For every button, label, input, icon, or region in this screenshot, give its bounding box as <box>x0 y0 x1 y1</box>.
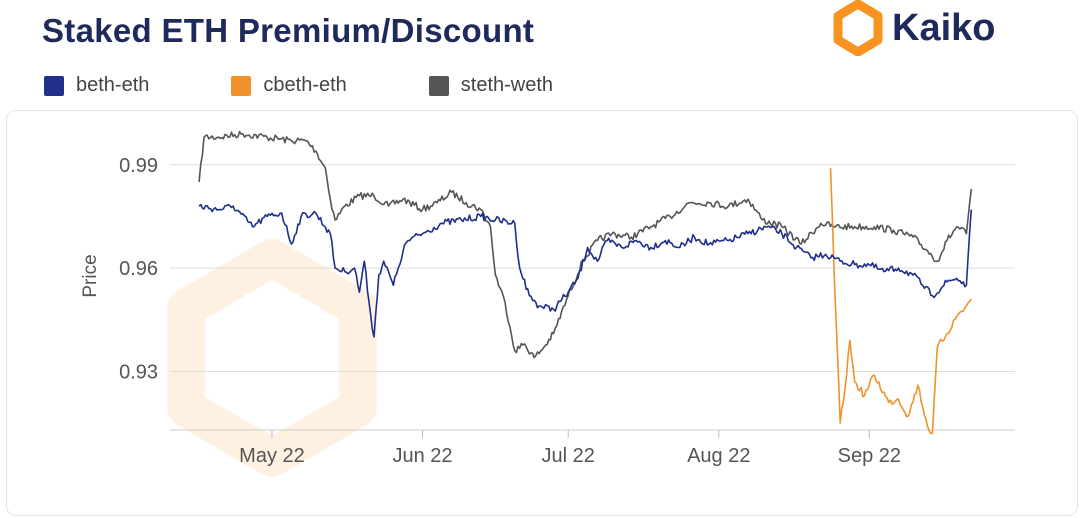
x-tick-label: Sep 22 <box>838 445 901 467</box>
series-line-steth-weth <box>198 130 973 359</box>
legend-item-cbeth-eth[interactable]: cbeth-eth <box>231 74 347 97</box>
legend-item-beth-eth[interactable]: beth-eth <box>44 74 149 97</box>
y-gridlines <box>170 164 1015 431</box>
series-group <box>198 130 973 435</box>
kaiko-watermark-icon <box>167 239 377 477</box>
y-axis-ticks: 0.93 0.96 0.99 <box>119 155 158 384</box>
legend-label-steth-weth: steth-weth <box>460 74 554 96</box>
legend-label-beth-eth: beth-eth <box>76 74 150 96</box>
legend-item-steth-weth[interactable]: steth-weth <box>428 74 554 97</box>
y-axis-label: Price <box>80 254 101 297</box>
chart-container: 0.93 0.96 0.99 May 22 Jun 22 Jul 22 Aug 22 Sep… <box>0 110 1080 518</box>
chart-legend: beth-eth cbeth-eth steth-weth <box>44 74 635 97</box>
y-tick-label: 0.99 <box>119 155 158 177</box>
brand-name: Kaiko <box>892 6 996 49</box>
legend-swatch-beth-eth <box>44 75 64 96</box>
y-tick-label: 0.93 <box>119 361 158 383</box>
legend-swatch-steth-weth <box>428 75 449 96</box>
series-line-beth-eth <box>198 203 973 338</box>
page-title: Staked ETH Premium/Discount <box>42 12 535 49</box>
y-tick-label: 0.96 <box>119 258 158 280</box>
kaiko-logo-icon <box>833 0 883 56</box>
chart-frame <box>6 110 1078 516</box>
brand-logo: Kaiko <box>830 0 995 56</box>
legend-label-cbeth-eth: cbeth-eth <box>263 74 347 96</box>
x-tick-label: Aug 22 <box>687 445 750 467</box>
price-line-chart: 0.93 0.96 0.99 May 22 Jun 22 Jul 22 Aug 22 Sep… <box>80 130 1015 477</box>
x-tick-label: Jun 22 <box>392 445 452 467</box>
x-tick-label: May 22 <box>239 445 305 467</box>
legend-swatch-cbeth-eth <box>231 75 252 96</box>
x-axis-ticks: May 22 Jun 22 Jul 22 Aug 22 Sep 22 <box>239 430 901 467</box>
x-tick-label: Jul 22 <box>542 445 595 467</box>
series-line-cbeth-eth <box>829 168 972 435</box>
